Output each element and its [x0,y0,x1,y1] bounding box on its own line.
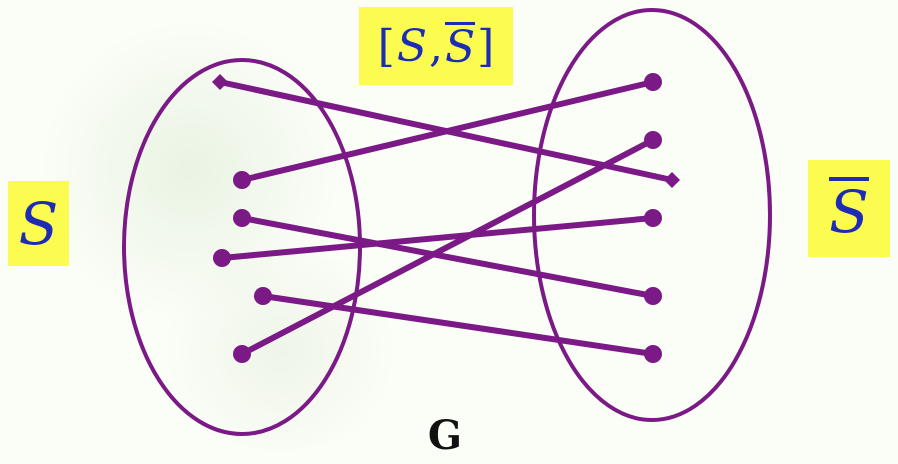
set-s-text: S [18,189,59,258]
set-s-complement-text: S [829,176,869,246]
cut-s-complement-text: S [445,22,476,73]
vertex-in-s-complement [664,172,680,188]
vertex-in-s-complement [644,209,662,227]
vertex-in-s-complement [644,345,662,363]
vertex-in-s [254,287,272,305]
vertex-in-s [233,171,251,189]
cut-edge [239,79,656,183]
cut-edge [219,215,656,261]
cut-separator: , [429,20,443,72]
cut-edge [260,293,656,357]
cut-close-bracket: ] [477,20,495,72]
vertex-in-s-complement [644,73,662,91]
vertex-in-s-complement [644,287,662,305]
vertex-in-s [233,209,251,227]
set-s-label: S [8,181,69,266]
vertex-in-s [212,74,228,90]
cut-edge [239,215,656,299]
cut-open-bracket: [ [377,20,395,72]
vertex-in-s [233,345,251,363]
set-s-complement-label: S [808,160,890,257]
vertex-in-s [213,249,231,267]
cut-label: [ S , S ] [359,7,513,85]
vertex-in-s-complement [644,131,662,149]
graph-name: G [427,411,463,459]
cut-s-text: S [396,20,427,72]
set-s-complement-ellipse [532,8,772,422]
cut-edge [239,137,656,357]
